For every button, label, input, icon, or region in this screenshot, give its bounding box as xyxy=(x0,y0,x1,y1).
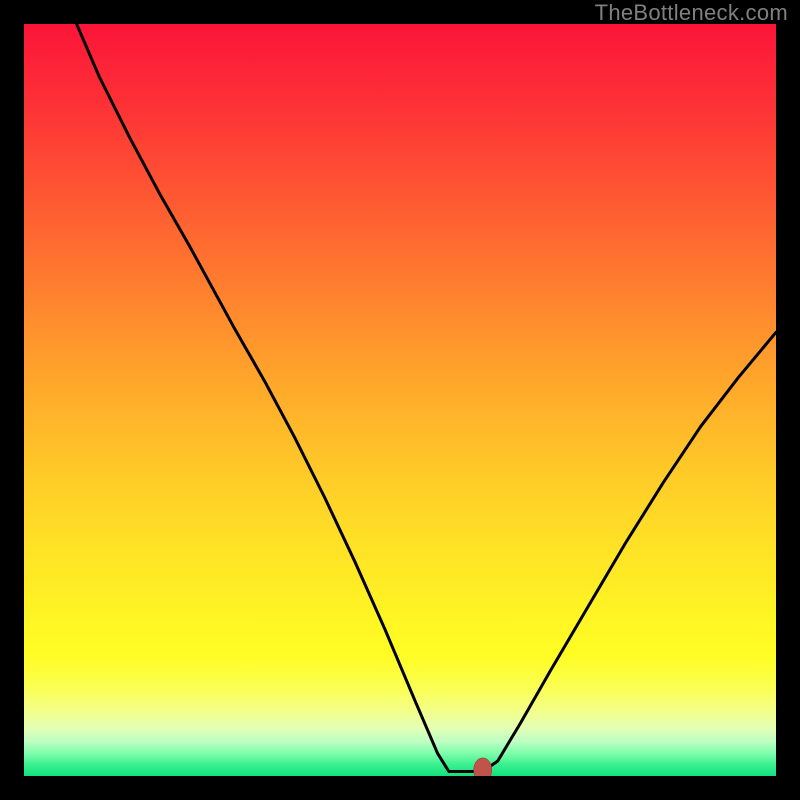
chart-container: TheBottleneck.com xyxy=(0,0,800,800)
attribution-watermark: TheBottleneck.com xyxy=(595,0,788,26)
bottleneck-chart xyxy=(24,24,776,776)
